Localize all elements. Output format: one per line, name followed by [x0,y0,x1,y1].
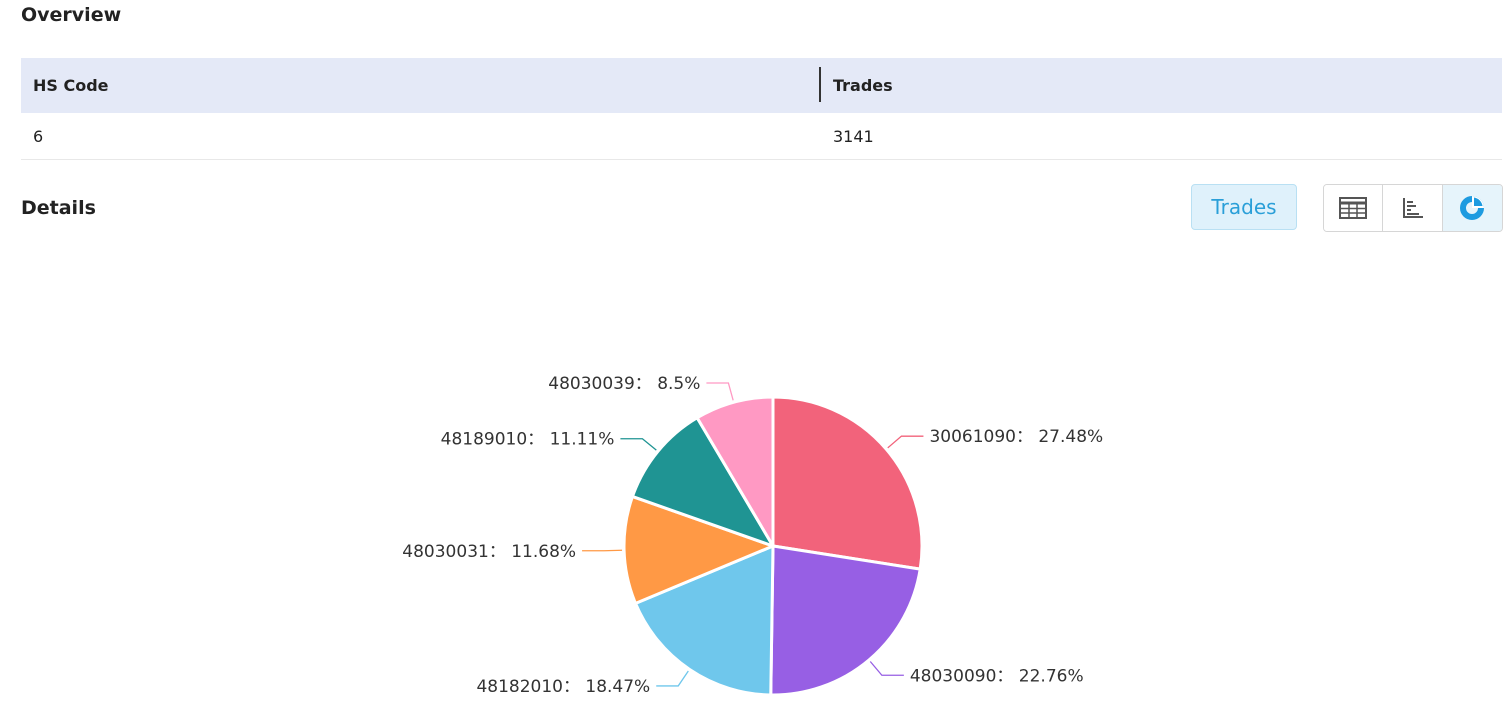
bar-view-button[interactable] [1383,185,1443,231]
cell-trades: 3141 [833,126,874,146]
slice-label-30061090: 30061090： 27.48% [929,427,1103,447]
leader-line-30061090 [887,435,924,449]
pie-slice-48189010[interactable] [630,416,775,548]
leader-line-48030090 [869,661,904,676]
table-icon [1339,197,1368,219]
column-header-trades: Trades [833,76,893,95]
column-resize-handle[interactable] [819,67,821,102]
slice-label-48182010: 48182010： 18.47% [476,677,650,697]
overview-title: Overview [21,4,122,26]
pie-view-button[interactable] [1442,185,1502,231]
overview-table-header: HS Code Trades [21,58,1502,113]
pie-slice-30061090[interactable] [771,395,924,571]
column-header-hs-code: HS Code [33,76,109,95]
pie-slice-48030090[interactable] [769,544,922,697]
pie-slice-48030039[interactable] [695,395,775,548]
pie-slice-48182010[interactable] [633,544,775,697]
pie-slice-48030031[interactable] [622,494,775,605]
leader-line-48030031 [582,549,623,552]
trades-metric-button[interactable]: Trades [1191,184,1297,230]
slice-label-48030031: 48030031： 11.68% [402,542,576,562]
overview-table: HS Code Trades 6 3141 [21,58,1502,160]
view-switcher [1323,184,1503,232]
details-title: Details [21,197,96,219]
table-view-button[interactable] [1324,185,1384,231]
slice-label-48030039: 48030039： 8.5% [548,374,700,394]
leader-line-48189010 [620,438,657,451]
cell-hs-code: 6 [33,126,44,146]
leader-line-48030039 [706,382,734,401]
table-row: 6 3141 [21,113,1502,160]
slice-label-48030090: 48030090： 22.76% [910,666,1084,686]
pie-chart-icon [1460,196,1485,220]
slice-label-48189010: 48189010： 11.11% [441,430,615,450]
leader-line-48182010 [656,670,689,687]
bar-chart-icon [1402,198,1423,218]
